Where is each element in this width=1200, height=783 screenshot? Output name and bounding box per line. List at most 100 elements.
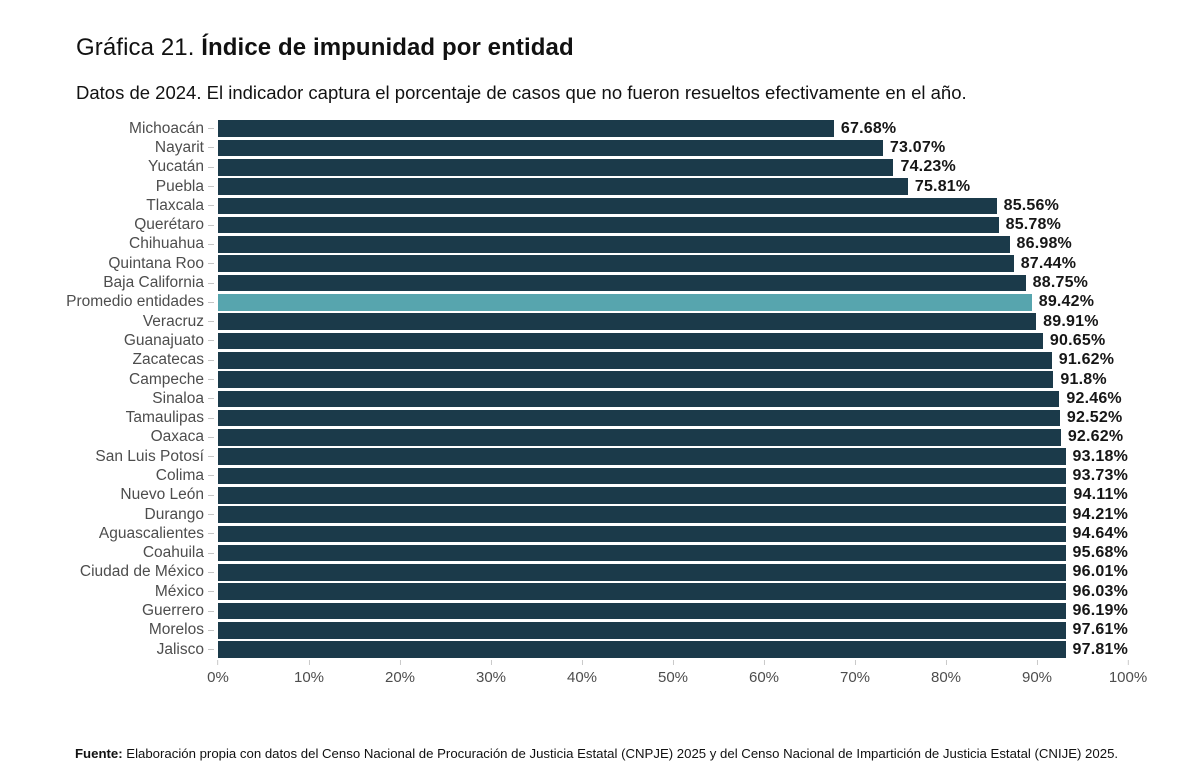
bar-row: Colima 93.73% — [0, 466, 1200, 485]
bar-track: 93.73% — [218, 466, 1128, 485]
category-label: Durango — [144, 505, 204, 523]
category-label: México — [154, 582, 204, 600]
value-label: 67.68% — [840, 119, 897, 137]
bar — [218, 641, 1066, 658]
y-tick-mark — [208, 263, 214, 265]
value-label: 89.91% — [1043, 312, 1099, 330]
value-label: 92.52% — [1066, 409, 1123, 427]
bar — [218, 583, 1066, 601]
value-label: 91.8% — [1060, 370, 1107, 388]
bar-row: Puebla 75.81% — [0, 177, 1200, 196]
value-label: 90.65% — [1049, 331, 1106, 349]
highlight-bar — [218, 294, 1032, 311]
bar — [218, 371, 1054, 388]
y-tick-mark — [208, 186, 214, 188]
value-label: 96.01% — [1072, 563, 1128, 581]
bar-row: Nayarit 73.07% — [0, 138, 1200, 157]
y-tick-mark — [208, 147, 214, 149]
value-label: 93.73% — [1072, 466, 1128, 484]
x-tick-mark — [308, 660, 310, 665]
y-tick-mark — [208, 379, 214, 380]
y-tick-mark — [208, 205, 214, 207]
y-tick-mark — [208, 398, 214, 400]
x-tick: 60% — [749, 660, 779, 686]
x-tick-label: 0% — [207, 669, 229, 686]
category-label: Aguascalientes — [98, 524, 204, 542]
value-label: 74.23% — [900, 158, 956, 176]
value-label: 85.56% — [1003, 196, 1060, 214]
page-title-prefix: Gráfica 21. — [76, 34, 202, 61]
y-tick-mark — [208, 321, 214, 323]
x-tick-mark — [581, 660, 583, 665]
value-label: 93.18% — [1072, 447, 1128, 465]
x-tick-label: 40% — [566, 669, 598, 686]
bar — [218, 236, 1010, 253]
bar — [218, 390, 1060, 408]
y-tick-mark — [208, 436, 214, 438]
x-tick: 70% — [840, 660, 870, 686]
value-label: 88.75% — [1032, 274, 1089, 292]
bar-row: México 96.03% — [0, 582, 1200, 601]
bar-row: Baja California 88.75% — [0, 273, 1200, 292]
category-label: Baja California — [103, 274, 204, 292]
bar-row: Promedio entidades 89.42% — [0, 293, 1200, 312]
bar-row: Durango 94.21% — [0, 505, 1200, 524]
value-label: 92.46% — [1066, 389, 1122, 407]
x-tick-mark — [1127, 660, 1129, 665]
bar-row: Coahuila 95.68% — [0, 544, 1200, 563]
bar — [218, 448, 1066, 465]
bar-row: Zacatecas 91.62% — [0, 351, 1200, 370]
x-tick-mark — [1036, 660, 1038, 665]
bar-row: Veracruz 89.91% — [0, 312, 1200, 331]
category-label: Tlaxcala — [146, 196, 204, 214]
y-tick-mark — [208, 494, 214, 496]
bar-track: 89.91% — [218, 312, 1128, 331]
y-tick-mark — [208, 610, 214, 612]
value-label: 96.03% — [1072, 582, 1128, 600]
bar-row: Oaxaca 92.62% — [0, 428, 1200, 447]
category-label: Sinaloa — [152, 389, 204, 407]
y-tick-mark — [208, 629, 214, 631]
bar-row: Quintana Roo 87.44% — [0, 254, 1200, 273]
bar — [218, 139, 883, 157]
bar — [218, 313, 1037, 330]
x-tick-label: 70% — [839, 669, 871, 686]
x-tick-mark — [399, 660, 401, 665]
category-label: Michoacán — [129, 119, 204, 137]
category-label: Guanajuato — [123, 331, 204, 349]
x-tick-mark — [217, 660, 219, 665]
bar-chart: Michoacán 67.68% Nayarit 73.07% Yucatán 74.23… — [0, 119, 1200, 659]
category-label: Ciudad de México — [79, 563, 204, 581]
category-label: San Luis Potosí — [95, 447, 204, 465]
category-label: Coahuila — [142, 544, 204, 562]
bar-track: 92.52% — [218, 408, 1128, 427]
y-tick-mark — [208, 649, 214, 651]
bar-track: 74.23% — [218, 158, 1128, 177]
bar-track: 87.44% — [218, 254, 1128, 273]
bar — [218, 467, 1066, 485]
category-label: Puebla — [155, 177, 204, 195]
bar-row: Chihuahua 86.98% — [0, 235, 1200, 254]
bar — [218, 544, 1066, 562]
y-tick-mark — [208, 340, 214, 342]
x-tick-mark — [490, 660, 492, 665]
page-title-main: Índice de impunidad por entidad — [201, 34, 574, 61]
category-label: Veracruz — [142, 312, 204, 330]
y-tick-mark — [208, 533, 214, 535]
y-tick-mark — [208, 301, 214, 303]
category-label: Jalisco — [156, 640, 204, 658]
bar-row: Guanajuato 90.65% — [0, 331, 1200, 350]
value-label: 92.62% — [1067, 428, 1124, 446]
bar-track: 88.75% — [218, 273, 1128, 292]
x-tick-label: 60% — [748, 669, 780, 686]
value-label: 97.81% — [1072, 640, 1128, 658]
bar-track: 95.68% — [218, 544, 1128, 563]
bar-track: 96.01% — [218, 563, 1128, 582]
bar — [218, 409, 1060, 427]
x-tick: 20% — [385, 660, 415, 686]
bar-track: 67.68% — [218, 119, 1128, 138]
bar — [218, 255, 1014, 273]
y-tick-mark — [208, 417, 214, 419]
value-label: 94.11% — [1073, 486, 1128, 504]
